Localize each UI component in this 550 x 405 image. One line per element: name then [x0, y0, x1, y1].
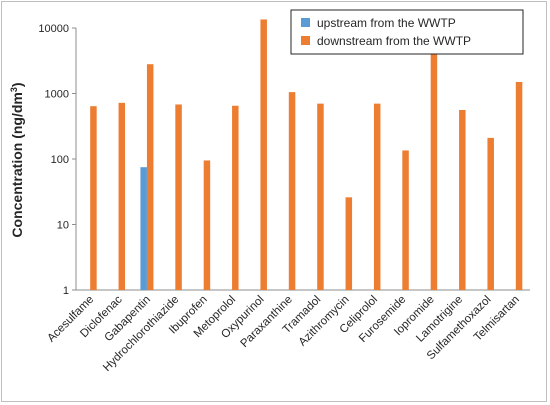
bar-downstream [232, 105, 239, 290]
bar-downstream [487, 137, 494, 290]
bar-downstream [459, 109, 466, 290]
legend: upstream from the WWTP downstream from th… [290, 9, 524, 55]
bars [90, 19, 523, 291]
legend-swatch [301, 18, 310, 27]
y-tick-label: 10 [57, 220, 69, 232]
bar-downstream [345, 197, 353, 290]
legend-box [290, 9, 524, 55]
y-tick-label: 10000 [38, 23, 69, 35]
bar-upstream [140, 167, 147, 290]
y-axis-label: Concentration (ng/dm3) [9, 82, 25, 237]
bar-downstream [373, 103, 381, 290]
bar-downstream [260, 19, 267, 291]
y-tick-label: 1000 [45, 89, 69, 101]
bar-downstream [515, 81, 523, 290]
y-axis-label-close: ) [9, 82, 25, 87]
bar-downstream [317, 103, 324, 290]
bar-downstream [90, 106, 97, 290]
bar-downstream [288, 92, 296, 291]
y-tick-label: 100 [51, 154, 69, 166]
bar-downstream [402, 150, 409, 290]
legend-swatch [301, 36, 310, 45]
bar-downstream [430, 53, 438, 290]
bar-downstream [203, 160, 211, 290]
y-tick-labels: 1 10 100 1000 10000 [38, 23, 69, 297]
bar-downstream [118, 102, 126, 290]
y-axis-label-superscript: 3 [9, 87, 19, 92]
bar-downstream [146, 64, 154, 290]
bar-downstream [175, 104, 182, 290]
y-axis-label-text: Concentration (ng/dm [9, 92, 25, 237]
legend-entry: downstream from the WWTP [317, 34, 471, 48]
y-tick-label: 1 [63, 285, 69, 297]
legend-entry: upstream from the WWTP [317, 16, 456, 30]
category-labels: AcesulfameDiclofenacGabapentinHydrochlor… [45, 293, 522, 374]
